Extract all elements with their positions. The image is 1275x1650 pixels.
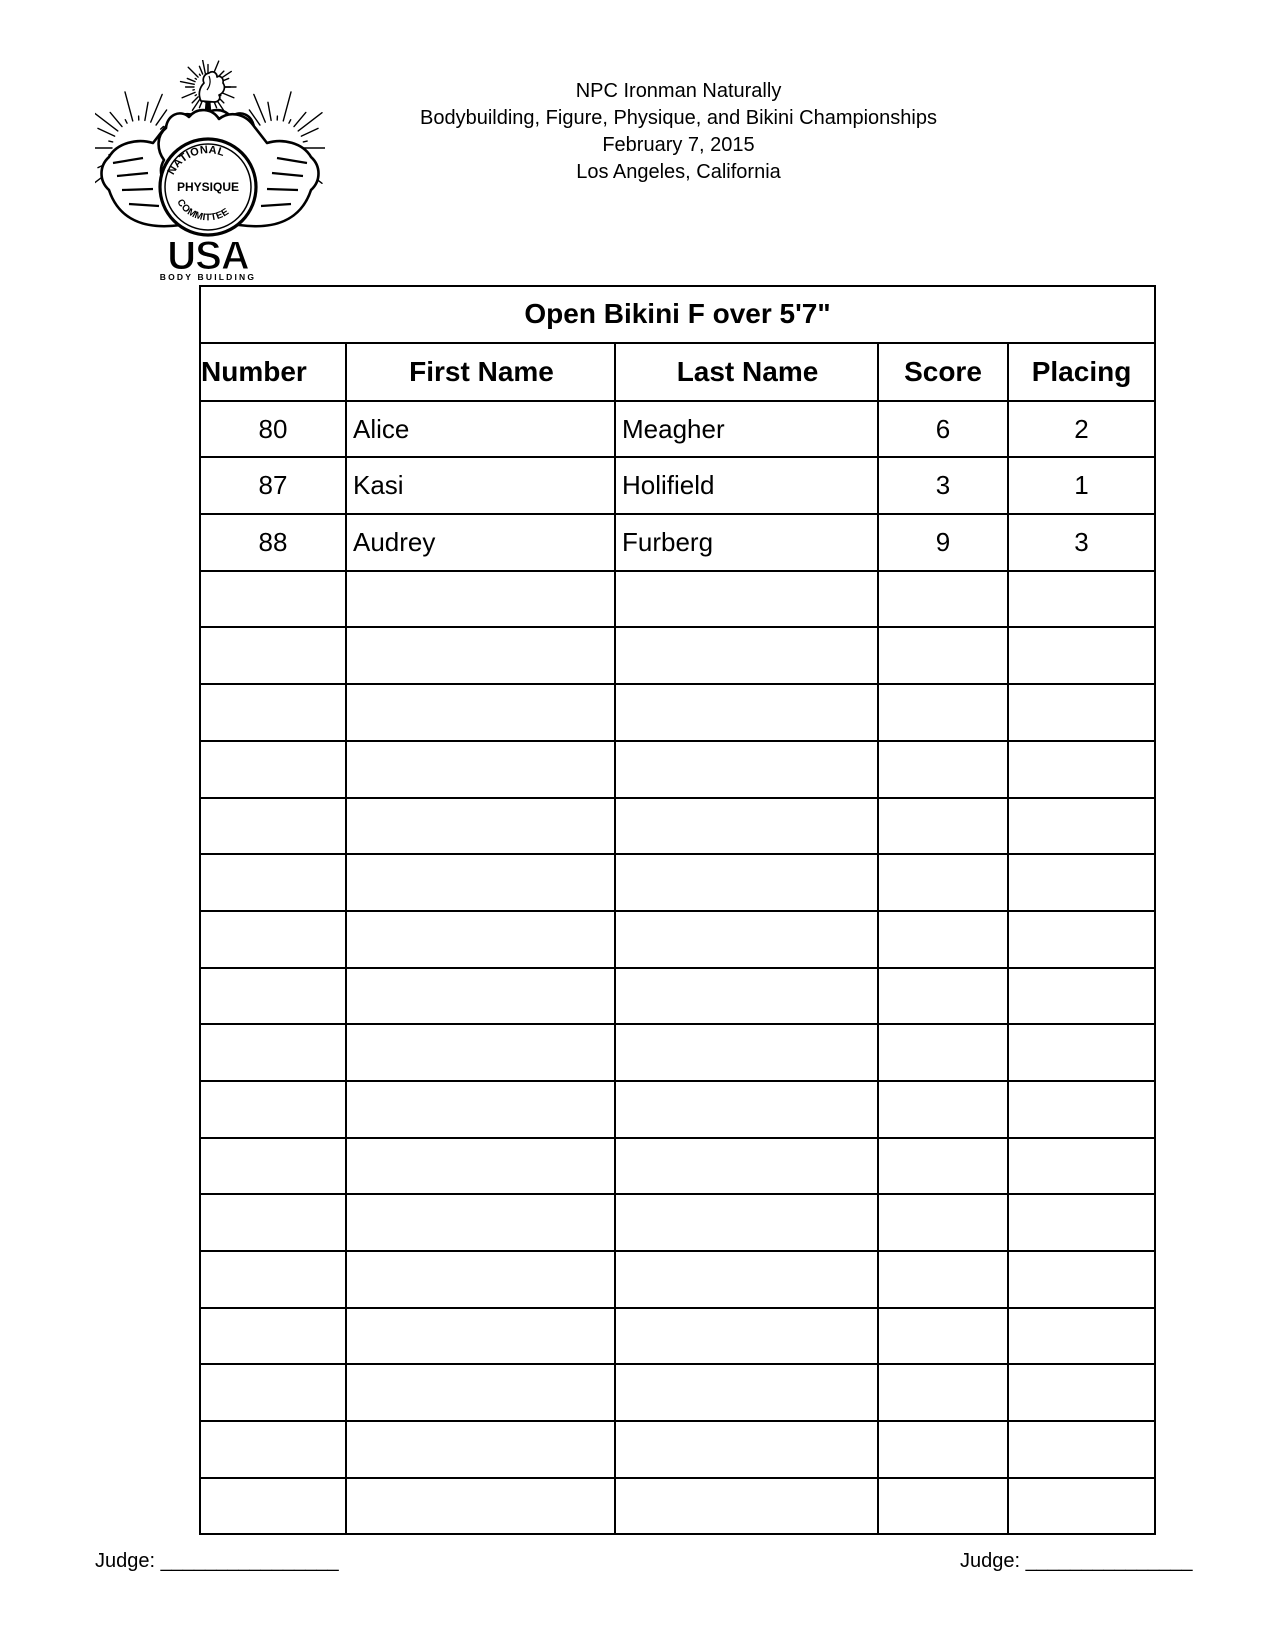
svg-text:BODY BUILDING: BODY BUILDING [160, 272, 256, 282]
svg-text:PHYSIQUE: PHYSIQUE [177, 180, 239, 194]
